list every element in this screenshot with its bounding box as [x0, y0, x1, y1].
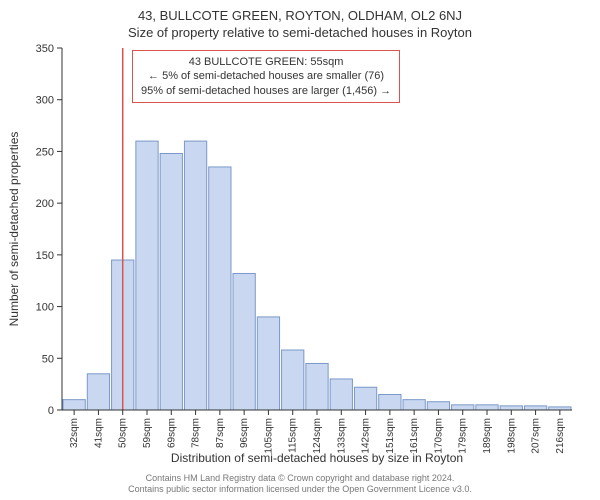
svg-text:200: 200 — [36, 198, 54, 210]
histogram-bar — [136, 141, 158, 410]
chart-container: { "header": { "address": "43, BULLCOTE G… — [0, 0, 600, 500]
svg-text:105sqm: 105sqm — [263, 418, 274, 454]
svg-text:300: 300 — [36, 95, 54, 107]
svg-text:50sqm: 50sqm — [118, 418, 129, 448]
footer-attribution: Contains HM Land Registry data © Crown c… — [0, 473, 600, 496]
histogram-bar — [87, 374, 109, 410]
histogram-bar — [524, 406, 546, 410]
svg-text:96sqm: 96sqm — [239, 418, 250, 448]
svg-text:32sqm: 32sqm — [69, 418, 80, 448]
svg-text:Distribution of semi-detached: Distribution of semi-detached houses by … — [171, 451, 463, 465]
svg-text:179sqm: 179sqm — [458, 418, 469, 454]
histogram-bar — [500, 406, 522, 410]
footer-line2: Contains public sector information licen… — [0, 484, 600, 496]
svg-text:78sqm: 78sqm — [191, 418, 202, 448]
svg-text:207sqm: 207sqm — [531, 418, 542, 454]
histogram-bar — [233, 273, 255, 410]
svg-text:50: 50 — [42, 353, 54, 365]
histogram-bar — [427, 402, 449, 410]
svg-text:133sqm: 133sqm — [336, 418, 347, 454]
svg-text:115sqm: 115sqm — [288, 418, 299, 453]
svg-text:87sqm: 87sqm — [215, 418, 226, 448]
histogram-bar — [209, 167, 231, 410]
svg-text:151sqm: 151sqm — [385, 418, 396, 454]
histogram-bar — [476, 405, 498, 410]
svg-text:Number of semi-detached proper: Number of semi-detached properties — [7, 132, 21, 327]
svg-text:198sqm: 198sqm — [506, 418, 517, 454]
histogram-bar — [282, 350, 304, 410]
histogram-bar — [306, 363, 328, 410]
svg-text:350: 350 — [36, 43, 54, 55]
svg-text:41sqm: 41sqm — [93, 418, 104, 448]
svg-text:250: 250 — [36, 146, 54, 158]
annotation-line1: 43 BULLCOTE GREEN: 55sqm — [141, 55, 391, 69]
svg-text:0: 0 — [48, 405, 54, 417]
histogram-bar — [63, 400, 85, 410]
footer-line1: Contains HM Land Registry data © Crown c… — [0, 473, 600, 485]
histogram-bar — [452, 405, 474, 410]
svg-text:150: 150 — [36, 250, 54, 262]
histogram-bar — [184, 141, 206, 410]
svg-text:170sqm: 170sqm — [433, 418, 444, 454]
annotation-box: 43 BULLCOTE GREEN: 55sqm ← 5% of semi-de… — [132, 50, 400, 103]
svg-text:142sqm: 142sqm — [361, 418, 372, 454]
histogram-bar — [257, 317, 279, 410]
svg-text:161sqm: 161sqm — [409, 418, 420, 454]
annotation-line3: 95% of semi-detached houses are larger (… — [141, 84, 391, 98]
svg-text:189sqm: 189sqm — [482, 418, 493, 454]
histogram-bar — [330, 379, 352, 410]
histogram-bar — [354, 387, 376, 410]
svg-text:124sqm: 124sqm — [312, 418, 323, 454]
histogram-bar — [379, 394, 401, 410]
histogram-bar — [160, 153, 182, 410]
svg-text:216sqm: 216sqm — [555, 418, 566, 454]
svg-text:59sqm: 59sqm — [142, 418, 153, 448]
svg-text:100: 100 — [36, 302, 54, 314]
annotation-line2: ← 5% of semi-detached houses are smaller… — [141, 69, 391, 83]
histogram-bar — [403, 400, 425, 410]
svg-text:69sqm: 69sqm — [166, 418, 177, 448]
